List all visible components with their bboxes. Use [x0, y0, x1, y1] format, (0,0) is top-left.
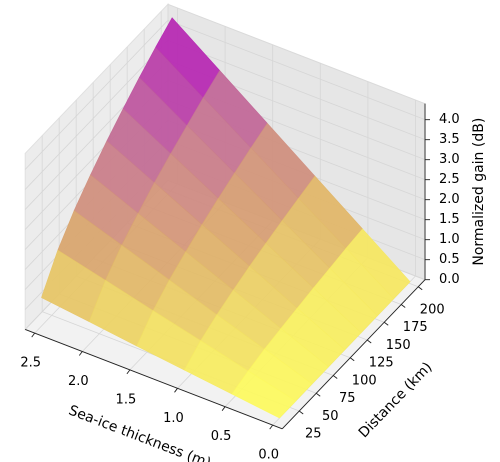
x-axis — [25, 329, 283, 430]
x-tick-label: 1.5 — [116, 392, 137, 407]
surface-facet — [231, 370, 297, 419]
z-tick-label: 4.0 — [439, 112, 460, 127]
x-tick — [78, 351, 83, 356]
y-tick-label: 150 — [386, 338, 411, 353]
y-tick — [298, 410, 304, 415]
x-tick — [126, 369, 131, 375]
grid-line — [167, 19, 426, 121]
y-axis — [281, 279, 426, 430]
y-tick-label: 200 — [420, 302, 445, 317]
x-tick-label: 0.0 — [258, 448, 279, 462]
y-tick-label: 175 — [403, 320, 428, 335]
z-tick-label: 2.0 — [439, 192, 460, 207]
z-tick-label: 3.5 — [439, 132, 460, 147]
grid-line — [167, 39, 426, 141]
y-tick-label: 75 — [339, 391, 356, 406]
x-tick — [31, 332, 36, 338]
grid-line — [24, 40, 169, 190]
z-tick-label: 0.5 — [439, 252, 460, 267]
x-tick — [269, 424, 274, 430]
y-tick — [383, 321, 389, 326]
grid-line — [24, 20, 169, 170]
y-tick — [366, 339, 372, 344]
z-tick-label: 3.0 — [439, 152, 460, 167]
y-axis-label: Distance (km) — [356, 359, 436, 441]
y-tick — [400, 304, 406, 308]
y-tick-label: 100 — [352, 373, 377, 388]
z-tick-label: 1.5 — [439, 212, 460, 227]
x-tick — [174, 388, 178, 393]
z-tick-label: 1.0 — [439, 232, 460, 247]
x-tick-label: 2.5 — [20, 356, 41, 371]
z-tick-label: 2.5 — [439, 172, 460, 187]
x-tick-label: 1.0 — [163, 411, 184, 426]
x-tick-label: 2.0 — [68, 374, 89, 389]
x-tick — [221, 406, 226, 411]
y-tick-label: 25 — [305, 427, 322, 442]
surface — [41, 17, 411, 419]
z-tick-label: 0.0 — [439, 272, 460, 287]
y-tick-label: 50 — [322, 409, 339, 424]
y-tick — [332, 375, 338, 379]
z-axis-label: Normalized gain (dB) — [471, 118, 487, 266]
y-tick — [417, 286, 423, 291]
x-tick-label: 0.5 — [211, 429, 232, 444]
y-tick — [315, 392, 321, 397]
y-tick — [349, 357, 355, 362]
y-tick-label: 125 — [369, 356, 394, 371]
x-axis-label: Sea-ice thickness (m) — [66, 403, 213, 462]
